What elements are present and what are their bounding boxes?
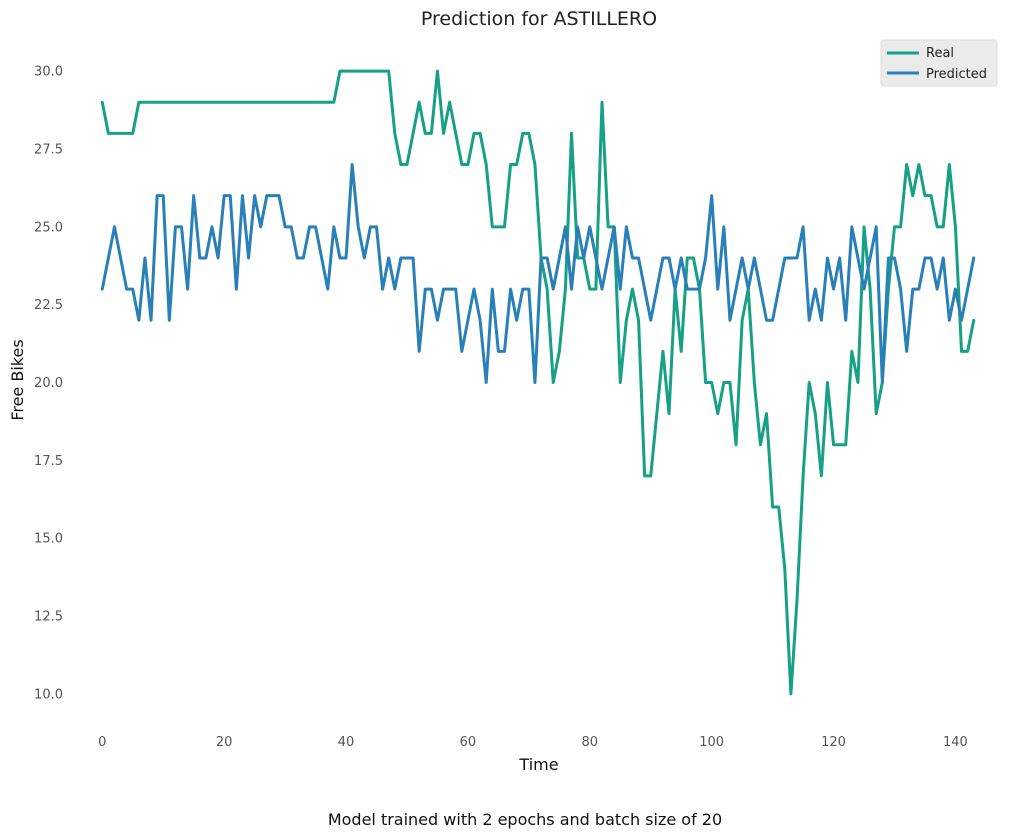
legend-label-predicted: Predicted	[926, 67, 987, 82]
x-tick-label: 20	[216, 735, 233, 750]
x-axis-ticks: 0 20 40 60 80 100 120 140	[98, 735, 968, 750]
y-tick-label: 25.0	[34, 220, 63, 235]
series-line-real	[100, 69, 976, 696]
x-tick-label: 80	[582, 735, 599, 750]
y-tick-label: 22.5	[34, 298, 63, 313]
legend: Real Predicted	[880, 39, 998, 87]
chart-title: Prediction for ASTILLERO	[421, 8, 657, 30]
series-line-predicted	[100, 163, 976, 384]
y-tick-label: 15.0	[34, 532, 63, 547]
x-axis-label: Time	[518, 755, 558, 774]
x-tick-label: 100	[699, 735, 724, 750]
x-tick-label: 40	[338, 735, 355, 750]
legend-label-real: Real	[926, 46, 954, 61]
y-tick-label: 10.0	[34, 687, 63, 702]
x-tick-label: 60	[460, 735, 477, 750]
series-lines	[100, 69, 976, 696]
y-tick-label: 30.0	[34, 65, 63, 80]
y-axis-label: Free Bikes	[8, 339, 27, 420]
chart-caption: Model trained with 2 epochs and batch si…	[328, 810, 722, 829]
x-tick-label: 120	[821, 735, 846, 750]
y-tick-label: 27.5	[34, 142, 63, 157]
y-axis-ticks: 10.0 12.5 15.0 17.5 20.0 22.5 25.0 27.5 30.0	[34, 65, 63, 703]
y-tick-label: 17.5	[34, 454, 63, 469]
y-tick-label: 12.5	[34, 610, 63, 625]
plot-area: 10.0 12.5 15.0 17.5 20.0 22.5 25.0 27.5 30.0 0 20…	[34, 65, 976, 750]
y-tick-label: 20.0	[34, 376, 63, 391]
x-tick-label: 140	[943, 735, 968, 750]
x-tick-label: 0	[98, 735, 106, 750]
